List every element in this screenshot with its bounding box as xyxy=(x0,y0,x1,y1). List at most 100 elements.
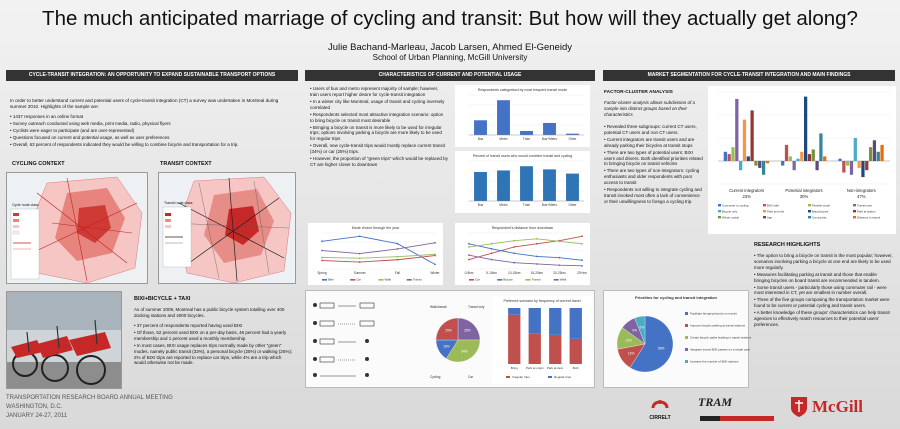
col2-bullet: • In a winter city like Montreal, usage … xyxy=(310,98,445,110)
legend-swatch xyxy=(808,216,811,219)
x-tick-label: 20-25km xyxy=(553,271,566,275)
legend-swatch xyxy=(808,210,811,213)
cluster-bar xyxy=(861,161,865,178)
factor-cluster-bullet: • Respondents not willing to integrate c… xyxy=(604,187,702,204)
cluster-bar xyxy=(815,161,819,171)
legend-label: Age xyxy=(767,215,773,219)
data-point xyxy=(558,256,561,259)
tram-logo: TRAM xyxy=(698,395,776,421)
col2-bullet: • Overall, new cycle-transit trips would… xyxy=(310,143,445,155)
legend-label: Create bicycle paths leading to transit … xyxy=(690,336,752,340)
stacked-bar xyxy=(569,308,582,339)
col1-bullets: • 1437 responses in an online format • Su… xyxy=(10,114,292,149)
mcgill-label: McGill xyxy=(812,397,863,416)
bar xyxy=(474,120,487,135)
data-point xyxy=(468,246,470,248)
data-point xyxy=(396,258,399,261)
cluster-bar xyxy=(758,161,762,168)
legend-swatch xyxy=(685,336,688,339)
pie-slice xyxy=(435,317,459,341)
replaced-mode-pie: 25% 34% 16% 25% Walk/transit Cycling Transit o… xyxy=(430,305,485,379)
legend-swatch xyxy=(808,204,811,207)
transit-map-legend-title: Transit route class xyxy=(164,201,193,205)
cluster-bar xyxy=(838,158,842,161)
chart-title: Mode choice through the year xyxy=(352,226,400,230)
legend-swatch xyxy=(406,279,412,281)
cycling-context-heading: CYCLING CONTEXT xyxy=(12,161,65,167)
pie-value-label: 6% xyxy=(640,325,645,329)
factor-cluster-intro: Factor-cluster analysis allows subdivisi… xyxy=(604,100,695,117)
x-tick-label: 15-20km xyxy=(531,271,544,275)
col2-header: CHARACTERISTICS OF CURRENT AND POTENTIAL… xyxy=(305,70,595,81)
stacked-bar xyxy=(549,334,562,364)
cluster-bar xyxy=(872,140,877,161)
legend-swatch xyxy=(322,279,327,281)
footer-dates: JANUARY 24-27, 2011 xyxy=(6,413,68,419)
bixi-photo xyxy=(6,291,122,389)
bar xyxy=(543,122,556,135)
pie-label: Transit only xyxy=(468,305,485,309)
pie-slice xyxy=(457,317,481,341)
col1-bullet: • Overall, 63 percent of respondents ind… xyxy=(10,142,239,148)
data-point xyxy=(513,261,516,264)
mcgill-crest-icon xyxy=(791,397,807,417)
legend-label: Park at station xyxy=(857,209,876,213)
bixi-intro: As of summer 2009, Montreal has a public… xyxy=(134,307,285,318)
legend-label: Commuter to cycling xyxy=(722,203,749,207)
research-highlight-bullet: • The option to bring a bicycle on trans… xyxy=(754,253,893,270)
legend-swatch xyxy=(685,348,688,351)
col2-bullet: • Respondents selected most attractive i… xyxy=(310,111,444,123)
x-tick-label: Bring xyxy=(511,366,518,370)
cluster-bar xyxy=(853,138,857,161)
footer-location: WASHINGTON, D.C. xyxy=(6,404,63,410)
group-label: Potential integrators xyxy=(785,188,822,193)
footer-conference: TRANSPORTATION RESEARCH BOARD ANNUAL MEE… xyxy=(6,395,173,401)
x-tick-label: 5-10km xyxy=(486,271,497,275)
col3-header: MARKET SEGMENTATION FOR CYCLE-TRANSIT IN… xyxy=(603,70,895,81)
bixi-bullets: • 37 percent of respondents reported hav… xyxy=(134,323,294,367)
factor-cluster-heading: FACTOR-CLUSTER ANALYSIS xyxy=(604,90,673,95)
chart-title: Respondents categorised by most frequent… xyxy=(478,88,567,92)
research-highlights-bullets: • The option to bring a bicycle on trans… xyxy=(754,253,894,329)
legend-swatch xyxy=(853,216,856,219)
cluster-bar xyxy=(765,161,770,164)
cluster-bar xyxy=(761,161,766,175)
legend-swatch xyxy=(548,376,552,378)
col1-bullet: • 1437 responses in an online format xyxy=(10,114,84,119)
x-tick-label: 0-5km xyxy=(465,271,474,275)
legend-swatch xyxy=(469,279,474,281)
cluster-bar xyxy=(727,154,731,161)
ct-use-chart: Percent of transit users who would combi… xyxy=(455,151,590,213)
cycling-context-map: Cycle route class xyxy=(6,172,148,284)
poster-title: The much anticipated marriage of cycling… xyxy=(42,7,858,30)
data-point xyxy=(490,252,493,255)
data-point xyxy=(434,253,436,256)
data-point xyxy=(535,237,538,240)
poster-school: School of Urban Planning, McGill Univers… xyxy=(372,53,528,62)
legend-swatch xyxy=(553,279,559,281)
legend-label: Car xyxy=(475,278,480,282)
col1-bullet: • Questions focused on current and poten… xyxy=(10,135,170,141)
legend-label: Bring bicycle xyxy=(812,209,829,213)
transit-context-map: Transit route class xyxy=(158,172,296,284)
x-tick-label: Train xyxy=(523,203,530,207)
stacked-bar xyxy=(508,308,521,315)
legend-swatch xyxy=(763,210,766,213)
cluster-bar xyxy=(796,158,800,161)
cluster-bar xyxy=(735,98,739,161)
data-point xyxy=(490,247,493,250)
chart-background xyxy=(308,223,443,285)
cluster-bar xyxy=(819,133,823,161)
bixi-bullet: • Of those, 52 percent used BIXI on a pe… xyxy=(134,330,287,341)
legend-label: Winter cyclist xyxy=(722,215,739,219)
chart-title: Percent of transit users who would combi… xyxy=(473,154,572,158)
stacked-bar xyxy=(508,314,521,364)
pie-value-label: 34% xyxy=(461,350,468,354)
bar xyxy=(520,130,533,135)
data-point xyxy=(321,249,323,252)
data-point xyxy=(396,255,399,258)
legend-label: Improve bicycle parking at transit stati… xyxy=(690,324,746,328)
legend-label: Regular trips xyxy=(554,375,572,379)
cluster-bar xyxy=(823,156,827,161)
